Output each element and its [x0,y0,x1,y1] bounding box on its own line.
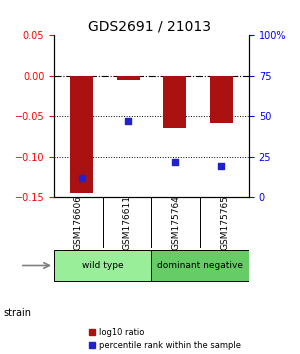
Text: GSM175765: GSM175765 [220,195,229,250]
Text: GSM176606: GSM176606 [74,195,83,250]
Point [80,175,84,181]
FancyBboxPatch shape [152,250,249,281]
Bar [209,76,233,123]
Text: GSM176611: GSM176611 [123,195,132,250]
Bar [117,76,140,80]
Bar [163,76,186,129]
FancyBboxPatch shape [54,250,152,281]
Text: wild type: wild type [82,261,124,270]
Text: GDS2691 / 21013: GDS2691 / 21013 [88,19,212,34]
Legend: log10 ratio, percentile rank within the sample: log10 ratio, percentile rank within the … [89,328,241,350]
Point [126,118,131,124]
Text: GSM175764: GSM175764 [171,195,180,250]
Text: strain: strain [3,308,31,318]
Text: dominant negative: dominant negative [157,261,243,270]
Bar [70,76,94,193]
Point [172,159,177,165]
Point [219,164,224,169]
